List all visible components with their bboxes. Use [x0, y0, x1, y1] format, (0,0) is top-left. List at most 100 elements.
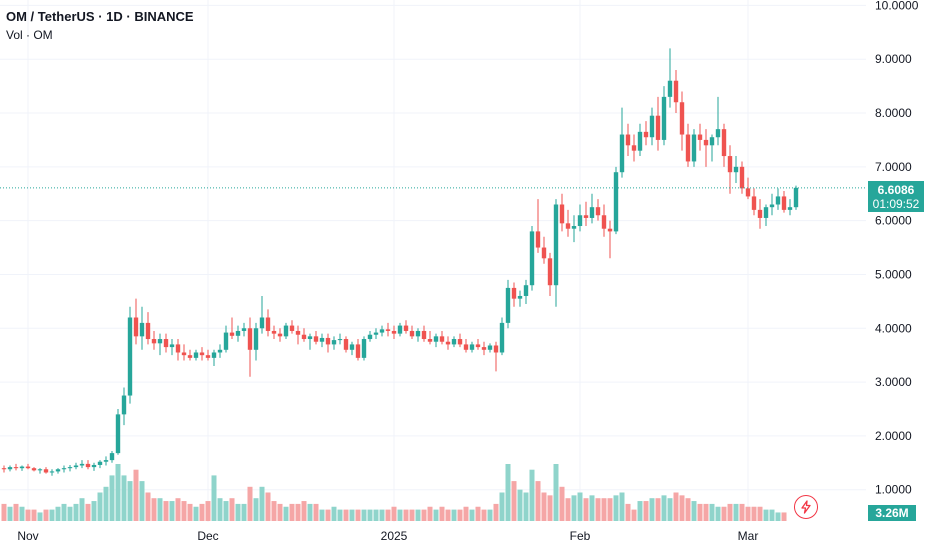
candle-body: [115, 414, 121, 454]
candle-body: [763, 207, 769, 218]
candle-body: [61, 468, 67, 470]
candle-body: [433, 336, 439, 342]
candle-body: [421, 330, 427, 340]
candle-body: [283, 325, 289, 337]
candle-body: [583, 215, 589, 218]
candle-body: [661, 96, 667, 140]
candle-body: [313, 336, 319, 342]
candle-body: [463, 344, 469, 350]
volume-bar: [397, 509, 403, 521]
volume-bar: [667, 498, 673, 521]
volume-bar: [361, 509, 367, 521]
candle-body: [469, 344, 475, 350]
volume-bar: [55, 506, 61, 521]
volume-bar: [223, 501, 229, 521]
price-tick-label: 1.0000: [875, 483, 912, 497]
candle-body: [427, 339, 433, 342]
volume-bar: [739, 503, 745, 521]
volume-bar: [13, 503, 19, 521]
volume-bar: [79, 498, 85, 521]
volume-bar: [403, 509, 409, 521]
time-tick-label: Mar: [738, 529, 759, 543]
candle-body: [553, 204, 559, 286]
volume-bar: [193, 506, 199, 521]
candle-body: [277, 333, 283, 337]
candle-body: [793, 187, 799, 208]
candle-body: [121, 395, 127, 415]
volume-bar: [625, 503, 631, 521]
candle-body: [625, 134, 631, 146]
volume-bar: [541, 492, 547, 521]
candle-body: [31, 468, 37, 471]
candle-body: [607, 228, 613, 232]
candle-body: [715, 129, 721, 138]
candle-body: [235, 330, 241, 336]
candle-body: [541, 247, 547, 259]
candle-body: [331, 340, 337, 345]
flash-button[interactable]: [794, 495, 818, 519]
price-tick-label: 2.0000: [875, 429, 912, 443]
volume-bar: [277, 503, 283, 521]
price-axis[interactable]: 1.0000 2.0000 3.0000 4.0000 5.0000 6.0000 7.00…: [875, 0, 919, 497]
volume-bar: [493, 503, 499, 521]
candle-body: [19, 466, 25, 469]
candle-body: [643, 131, 649, 138]
bar-countdown: 01:09:52: [872, 197, 920, 211]
candle-body: [133, 317, 139, 337]
candle-body: [175, 344, 181, 353]
volume-bar: [337, 509, 343, 521]
volume-bar: [115, 464, 121, 521]
volume-bar: [373, 509, 379, 521]
volume-bar: [757, 506, 763, 521]
volume-bar: [679, 495, 685, 521]
candle-body: [475, 344, 481, 348]
candle-body: [589, 207, 595, 218]
candle-body: [127, 317, 133, 396]
volume-bar: [553, 464, 559, 521]
candle-body: [673, 80, 679, 103]
candle-body: [397, 325, 403, 334]
volume-bar: [745, 506, 751, 521]
volume-bar: [577, 492, 583, 521]
volume-bar: [451, 509, 457, 521]
candle-body: [367, 334, 373, 340]
candle-body: [775, 196, 781, 205]
time-tick-label: Dec: [197, 529, 218, 543]
volume-bar: [61, 503, 67, 521]
volume-bar: [25, 509, 31, 521]
grid-lines: [0, 0, 866, 522]
volume-bar: [121, 475, 127, 521]
volume-bar: [385, 509, 391, 521]
price-tick-label: 10.0000: [875, 0, 919, 12]
candle-body: [307, 336, 313, 340]
candle-body: [181, 352, 187, 356]
volume-bar: [619, 492, 625, 521]
volume-bar: [157, 498, 163, 521]
volume-bar: [109, 475, 115, 521]
symbol-title[interactable]: OM / TetherUS · 1D · BINANCE: [6, 9, 194, 24]
candle-body: [679, 102, 685, 135]
volume-bar: [169, 501, 175, 521]
time-axis[interactable]: Nov Dec 2025 Feb Mar: [17, 529, 758, 543]
volume-bar: [505, 464, 511, 521]
volume-bar: [181, 501, 187, 521]
volume-bar: [673, 492, 679, 521]
candle-body: [55, 469, 61, 472]
volume-bar: [43, 509, 49, 521]
candle-body: [511, 287, 517, 299]
volume-bar: [733, 503, 739, 521]
volume-bar: [559, 486, 565, 521]
time-tick-label: Feb: [570, 529, 591, 543]
candle-body: [601, 215, 607, 229]
volume-bar: [355, 509, 361, 521]
candle-body: [403, 325, 409, 331]
volume-bar: [601, 498, 607, 521]
volume-bar: [205, 501, 211, 521]
candle-body: [187, 355, 193, 358]
volume-bar: [565, 498, 571, 521]
candle-body: [619, 134, 625, 173]
volume-indicator-label[interactable]: Vol · OM: [6, 28, 53, 42]
candle-body: [523, 285, 529, 296]
